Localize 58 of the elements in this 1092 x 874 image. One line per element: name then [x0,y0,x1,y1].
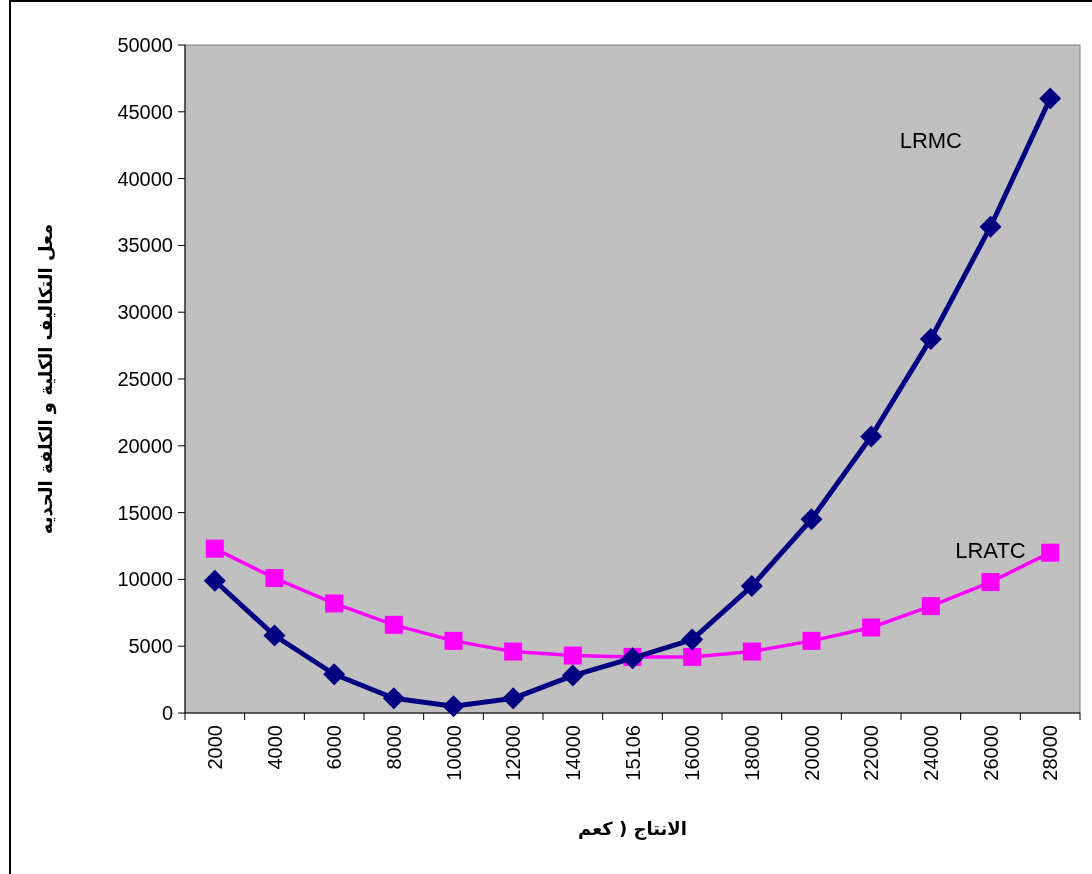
point [382,687,405,710]
y-tick-label: 10000 [117,568,173,591]
point [444,631,463,650]
point [265,569,284,588]
x-tick-label: 4000 [263,725,286,770]
y-axis-title: معل التكاليف الكلية و الكلفة الحديه [35,223,57,535]
point [323,663,346,686]
x-tick-label: 15106 [621,725,644,781]
y-tick-label: 35000 [117,234,173,257]
x-tick-label: 14000 [561,725,584,781]
point [1039,87,1062,110]
x-tick-label: 28000 [1039,725,1062,781]
point [740,575,763,598]
point [502,687,525,710]
point [919,327,942,350]
point [504,642,523,661]
point [921,597,940,616]
point [263,624,286,647]
x-tick-label: 8000 [382,725,405,770]
x-tick-label: 24000 [919,725,942,781]
point [205,539,224,558]
x-axis-title: الانتاج ( كعم [578,818,687,840]
x-tick-label: 16000 [681,725,704,781]
point [860,425,883,448]
text: LRMC [899,128,963,154]
y-tick-label: 45000 [117,100,173,123]
x-tick-label: 20000 [800,725,823,781]
point [384,615,403,634]
y-tick-label: 50000 [117,34,173,56]
point [563,646,582,665]
point [681,628,704,651]
point [442,695,465,718]
point [325,594,344,613]
point [862,618,881,637]
y-tick-label: 0 [161,702,173,724]
x-tick-label: 12000 [502,725,525,781]
point [981,573,1000,592]
y-tick-label: 20000 [117,434,173,457]
point [800,508,823,531]
point [1041,543,1060,562]
y-tick-label: 15000 [117,501,173,524]
y-tick-label: 5000 [128,635,173,658]
point [203,569,226,592]
x-tick-label: 10000 [442,725,465,781]
point [979,215,1002,238]
series-label: LRATC [955,537,1026,563]
y-tick-label: 30000 [117,301,173,324]
x-tick-label: 18000 [740,725,763,781]
point [683,647,702,666]
point [742,642,761,661]
x-tick-label: 2000 [203,725,226,770]
point [561,664,584,687]
x-tick-label: 6000 [323,725,346,770]
x-tick-label: 26000 [979,725,1002,781]
x-tick-label: 22000 [860,725,883,781]
y-tick-label: 25000 [117,368,173,390]
point [802,631,821,650]
y-tick-label: 40000 [117,167,173,190]
